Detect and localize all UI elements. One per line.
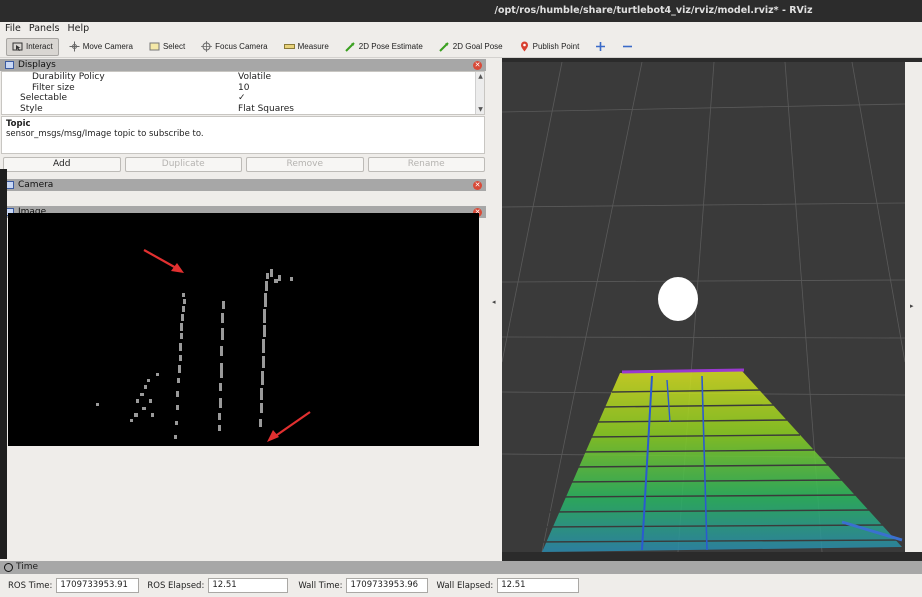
duplicate-button[interactable]: Duplicate (124, 157, 242, 172)
description-text: sensor_msgs/msg/Image topic to subscribe… (6, 129, 204, 139)
property-scrollbar[interactable]: ▲ ▼ (475, 72, 484, 114)
add-tool-button[interactable] (589, 38, 612, 56)
toolbar: Interact Move Camera Select Focus Camera… (0, 36, 922, 58)
interact-label: Interact (26, 42, 53, 51)
dock-splitter[interactable]: ◂ (488, 58, 502, 561)
property-value[interactable]: Flat Squares (238, 103, 294, 114)
measure-tool-button[interactable]: Measure (278, 38, 335, 56)
collapse-right-icon[interactable]: ▸ (910, 302, 914, 310)
wall-time-label: Wall Time: (298, 580, 343, 591)
publish-point-label: Publish Point (532, 42, 580, 51)
property-key: Selectable (20, 93, 68, 103)
publish-point-icon (519, 41, 530, 52)
render-viewport[interactable] (502, 62, 905, 552)
point-cloud (529, 368, 903, 552)
menu-file[interactable]: File (5, 23, 21, 34)
description-title: Topic (6, 119, 31, 129)
property-row[interactable]: Durability Policy Volatile (2, 72, 484, 83)
displays-panel-title: Displays (18, 60, 56, 70)
select-icon (149, 41, 160, 52)
ros-time-label: ROS Time: (8, 580, 53, 591)
scroll-up-icon[interactable]: ▲ (478, 73, 483, 80)
property-key: Style (20, 103, 43, 114)
remove-button[interactable]: Remove (246, 157, 364, 172)
displays-panel-icon (5, 61, 14, 69)
measure-label: Measure (297, 42, 329, 51)
pose-estimate-tool-button[interactable]: 2D Pose Estimate (339, 38, 429, 56)
wall-time-field[interactable]: 1709733953.96 (346, 578, 429, 593)
collapse-left-icon[interactable]: ◂ (492, 298, 496, 306)
wall-elapsed-field[interactable]: 12.51 (497, 578, 580, 593)
displays-close-button[interactable]: ✕ (473, 60, 482, 70)
select-tool-button[interactable]: Select (143, 38, 191, 56)
move-camera-icon (69, 41, 80, 52)
property-row[interactable]: Style Flat Squares (2, 104, 484, 115)
annotation-arrow-upper (143, 249, 184, 273)
image-view (8, 213, 479, 446)
image-panel-title: Image (18, 207, 47, 217)
time-panel-fields: ROS Time: 1709733953.91 ROS Elapsed: 12.… (0, 574, 922, 597)
annotation-arrow-lower (267, 411, 311, 442)
selectable-checkbox[interactable]: ✓ (238, 93, 246, 103)
property-key: Durability Policy (32, 72, 105, 82)
ros-elapsed-field[interactable]: 12.51 (208, 578, 289, 593)
robot-model (658, 277, 698, 321)
add-button[interactable]: Add (3, 157, 121, 172)
rename-button[interactable]: Rename (367, 157, 485, 172)
image-close-button[interactable]: ✕ (473, 207, 482, 217)
property-row[interactable]: Selectable ✓ (2, 93, 484, 104)
select-label: Select (162, 42, 186, 51)
menu-bar: File Panels Help (0, 22, 922, 36)
publish-point-tool-button[interactable]: Publish Point (513, 38, 586, 56)
property-row[interactable]: Filter size 10 (2, 83, 484, 94)
time-panel-header: Time (0, 561, 922, 574)
measure-icon (283, 41, 295, 52)
property-key: Filter size (32, 82, 75, 93)
move-camera-label: Move Camera (82, 42, 133, 51)
pointcloud-scene (502, 62, 905, 552)
left-edge-strip (0, 169, 7, 559)
pose-estimate-icon (345, 41, 356, 52)
pose-estimate-label: 2D Pose Estimate (358, 42, 423, 51)
displays-button-row: Add Duplicate Remove Rename (0, 157, 488, 173)
menu-panels[interactable]: Panels (28, 23, 60, 34)
focus-camera-tool-button[interactable]: Focus Camera (195, 38, 273, 56)
displays-property-tree[interactable]: Durability Policy Volatile Filter size 1… (1, 71, 485, 115)
minus-icon (622, 41, 633, 52)
menu-help[interactable]: Help (67, 23, 90, 34)
cursor-icon (12, 41, 23, 52)
camera-panel-title: Camera (18, 180, 54, 190)
clock-icon (4, 563, 13, 572)
goal-pose-label: 2D Goal Pose (452, 42, 503, 51)
wall-elapsed-label: Wall Elapsed: (436, 580, 494, 591)
window-titlebar: /opt/ros/humble/share/turtlebot4_viz/rvi… (0, 0, 922, 22)
scroll-down-icon[interactable]: ▼ (478, 106, 483, 113)
property-value[interactable]: 10 (238, 82, 250, 93)
goal-pose-tool-button[interactable]: 2D Goal Pose (433, 38, 509, 56)
plus-icon (595, 41, 606, 52)
depth-image (96, 249, 311, 442)
focus-camera-icon (201, 41, 213, 52)
displays-panel-header: Displays ✕ (0, 59, 486, 71)
camera-close-button[interactable]: ✕ (473, 180, 482, 190)
window-title: /opt/ros/humble/share/turtlebot4_viz/rvi… (494, 5, 813, 16)
ros-time-field[interactable]: 1709733953.91 (56, 578, 140, 593)
ros-elapsed-label: ROS Elapsed: (147, 580, 205, 591)
time-panel-title: Time (16, 562, 39, 572)
interact-tool-button[interactable]: Interact (6, 37, 59, 56)
right-dock-edge[interactable]: ▸ (905, 62, 922, 552)
property-description: Topic sensor_msgs/msg/Image topic to sub… (1, 116, 485, 154)
focus-camera-label: Focus Camera (215, 42, 268, 51)
move-camera-tool-button[interactable]: Move Camera (63, 38, 139, 56)
camera-panel-header: Camera ✕ (0, 179, 486, 191)
goal-pose-icon (439, 41, 450, 52)
property-value[interactable]: Volatile (238, 72, 272, 82)
remove-tool-button[interactable] (616, 38, 639, 56)
